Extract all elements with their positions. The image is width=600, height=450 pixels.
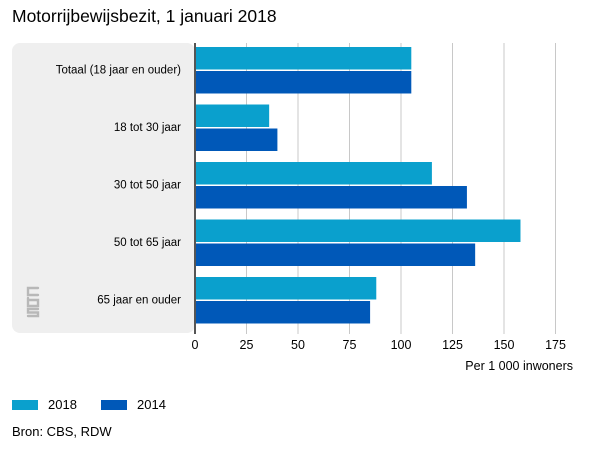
bar-2018-1 (195, 104, 270, 127)
x-axis-label: Per 1 000 inwoners (465, 359, 573, 373)
category-label: 50 tot 65 jaar (114, 237, 181, 249)
bar-2014-4 (195, 301, 371, 324)
source-note: Bron: CBS, RDW (12, 424, 112, 439)
cbs-logo-icon (26, 286, 40, 318)
x-tick-labels: 0 25 50 75 100 125 150 175 (192, 338, 566, 352)
bars (195, 47, 521, 324)
bar-2018-2 (195, 162, 432, 185)
category-label: 30 tot 50 jaar (114, 180, 181, 192)
bar-2014-0 (195, 71, 412, 94)
bar-2014-2 (195, 186, 467, 209)
category-panel (12, 43, 195, 333)
x-tick-label: 100 (391, 338, 412, 352)
legend-label-2014: 2014 (137, 397, 166, 412)
legend-label-2018: 2018 (48, 397, 77, 412)
legend-item-2014: 2014 (101, 397, 166, 412)
legend-swatch-2014 (101, 399, 127, 410)
x-tick-label: 25 (240, 338, 254, 352)
legend-item-2018: 2018 (12, 397, 77, 412)
x-tick-label: 75 (343, 338, 357, 352)
x-tick-label: 50 (291, 338, 305, 352)
x-tick-label: 175 (545, 338, 566, 352)
category-labels: Totaal (18 jaar en ouder) 18 tot 30 jaar 3… (56, 65, 181, 307)
bar-2018-0 (195, 47, 412, 70)
x-tick-label: 150 (494, 338, 515, 352)
legend-swatch-2018 (12, 399, 38, 410)
category-label: Totaal (18 jaar en ouder) (56, 65, 181, 77)
bar-2014-3 (195, 243, 476, 266)
bar-2018-4 (195, 277, 377, 300)
chart-title: Motorrijbewijsbezit, 1 januari 2018 (12, 6, 277, 26)
category-label: 65 jaar en ouder (97, 295, 181, 307)
x-tick-label: 0 (192, 338, 199, 352)
x-tick-label: 125 (442, 338, 463, 352)
category-label: 18 tot 30 jaar (114, 122, 181, 134)
bar-2014-1 (195, 128, 278, 151)
bar-2018-3 (195, 219, 521, 242)
